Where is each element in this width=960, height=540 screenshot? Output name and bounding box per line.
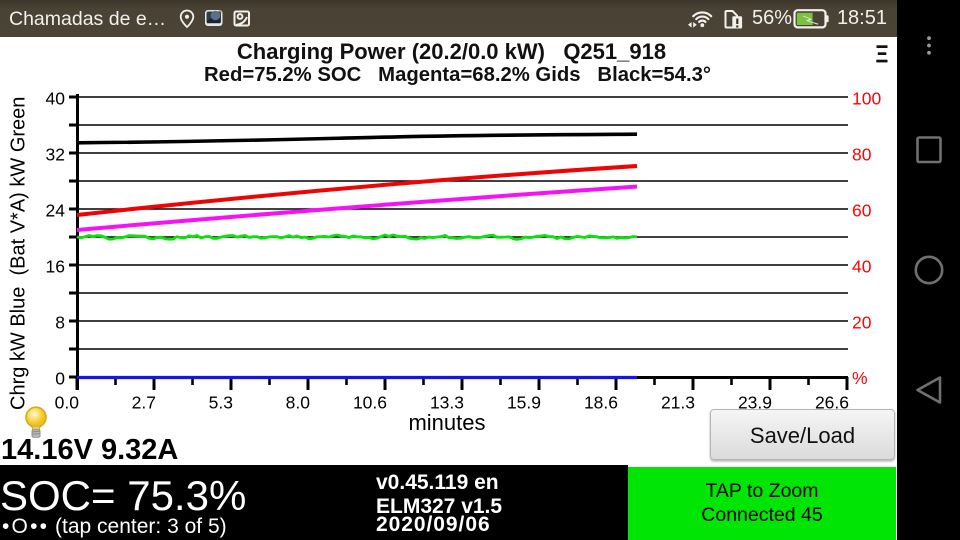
svg-text:23.9: 23.9 [738, 393, 772, 413]
svg-text:15.9: 15.9 [507, 393, 541, 413]
svg-text:100: 100 [852, 89, 881, 109]
svg-text:5.3: 5.3 [209, 393, 233, 413]
svg-text:%: % [852, 368, 868, 388]
svg-text:80: 80 [852, 145, 872, 165]
svg-text:40: 40 [852, 257, 872, 277]
svg-text:60: 60 [852, 201, 872, 221]
svg-text:10.6: 10.6 [353, 393, 387, 413]
svg-text:2.7: 2.7 [132, 393, 156, 413]
svg-text:21.3: 21.3 [661, 393, 695, 413]
svg-text:20: 20 [852, 313, 872, 333]
svg-text:40: 40 [46, 89, 66, 109]
svg-text:Chrg kW Blue (Bat V*A) kW Gre: Chrg kW Blue (Bat V*A) kW Green [8, 97, 30, 410]
svg-text:8: 8 [55, 313, 65, 333]
svg-text:minutes: minutes [408, 410, 485, 435]
svg-text:18.6: 18.6 [584, 393, 618, 413]
svg-text:16: 16 [46, 257, 65, 277]
svg-text:0: 0 [55, 369, 65, 389]
svg-text:26.6: 26.6 [815, 393, 849, 413]
svg-text:8.0: 8.0 [286, 393, 311, 413]
svg-text:13.3: 13.3 [430, 393, 464, 413]
svg-text:32: 32 [46, 145, 65, 165]
svg-text:0.0: 0.0 [55, 393, 80, 413]
svg-text:24: 24 [46, 201, 66, 221]
